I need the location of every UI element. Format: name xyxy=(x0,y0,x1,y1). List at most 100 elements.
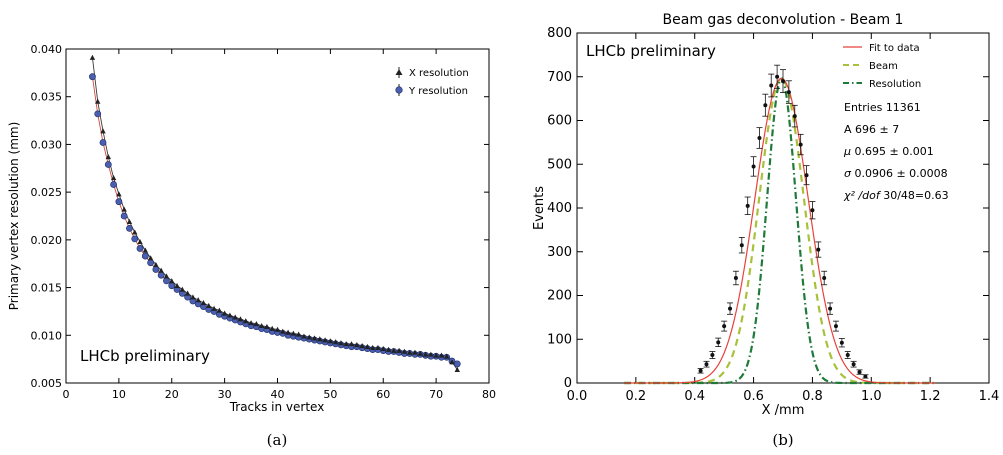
x-resolution-point xyxy=(227,312,233,318)
x-resolution-point xyxy=(322,337,328,343)
x-resolution-point xyxy=(116,191,122,197)
data-point xyxy=(704,362,709,367)
legend-beam-label: Beam xyxy=(869,61,898,72)
data-point xyxy=(857,370,862,375)
x-resolution-point xyxy=(179,286,186,292)
x-resolution-point xyxy=(422,351,429,357)
panel-a-x-tick-label: 0 xyxy=(63,388,70,401)
panel-a-x-tick-label: 10 xyxy=(112,388,126,401)
x-resolution-point xyxy=(258,322,265,329)
y-resolution-point xyxy=(126,225,133,232)
x-resolution-point xyxy=(184,290,191,296)
data-point xyxy=(751,164,756,169)
x-resolution-point xyxy=(274,326,281,332)
data-point xyxy=(775,74,780,79)
x-resolution-point xyxy=(433,352,439,358)
x-resolution-point xyxy=(264,323,270,329)
y-resolution-point xyxy=(104,161,112,168)
data-point xyxy=(781,79,785,84)
panel-b-y-tick-label: 100 xyxy=(547,332,572,347)
data-point xyxy=(786,90,791,95)
panel-a-y-axis-label: Primary vertex resolution (mm) xyxy=(7,122,21,311)
data-point xyxy=(733,276,738,280)
stat-mean: μ 0.695 ± 0.001 xyxy=(843,145,934,158)
data-point xyxy=(833,324,838,329)
stat-chi2-value: 30/48=0.63 xyxy=(883,189,948,202)
panel-b-caption: (b) xyxy=(772,431,793,449)
panel-a-y-tick-label: 0.005 xyxy=(31,377,63,390)
panel-b-x-tick-label: 1.2 xyxy=(920,389,941,404)
x-resolution-point xyxy=(221,310,228,316)
x-resolution-point xyxy=(417,350,423,356)
panel-a-x-tick-label: 50 xyxy=(323,388,337,401)
x-resolution-point xyxy=(105,154,111,160)
x-resolution-point xyxy=(110,175,117,181)
data-point xyxy=(792,114,797,119)
panel-b-y-tick-label: 700 xyxy=(547,70,572,85)
stat-entries: Entries 11361 xyxy=(844,101,921,114)
panel-a-x-tick-label: 70 xyxy=(429,388,443,401)
y-resolution-point xyxy=(99,139,107,146)
stat-chi2-label: χ² /dof xyxy=(843,189,882,202)
panel-b-x-axis-label: X /mm xyxy=(762,403,805,418)
y-resolution-point xyxy=(136,245,144,252)
x-resolution-point xyxy=(306,334,312,340)
y-resolution-point xyxy=(157,271,165,279)
x-resolution-point xyxy=(327,338,334,344)
panel-b-title: Beam gas deconvolution - Beam 1 xyxy=(663,12,904,28)
data-point xyxy=(816,247,821,252)
panel-a-y-ticks: 0.005 0.010 0.015 0.020 0.025 0.030 0.035 0.040 xyxy=(31,43,489,390)
data-point xyxy=(763,103,768,108)
panel-b-y-axis-label: Events xyxy=(532,186,547,230)
data-point xyxy=(757,136,762,140)
panel-b-y-tick-label: 300 xyxy=(547,245,572,260)
y-resolution-point xyxy=(152,266,160,273)
x-resolution-point xyxy=(269,325,275,331)
stat-sigma-label: σ xyxy=(844,167,852,180)
stat-chi2: χ² /dof 30/48=0.63 xyxy=(843,189,949,202)
panel-a-caption: (a) xyxy=(267,431,288,449)
x-resolution-point xyxy=(121,206,127,212)
x-resolution-point xyxy=(454,366,460,372)
y-resolution-point xyxy=(94,110,102,118)
x-resolution-point xyxy=(375,344,381,350)
x-resolution-point xyxy=(444,353,450,359)
data-point xyxy=(839,340,844,345)
stat-amplitude-value: 696 ± 7 xyxy=(855,123,899,136)
data-point xyxy=(798,142,803,147)
x-resolution-point xyxy=(311,335,318,341)
x-resolution-point xyxy=(396,347,402,353)
y-resolution-point xyxy=(110,181,117,188)
stat-entries-value: 11361 xyxy=(886,101,921,114)
panel-b-annotation: LHCb preliminary xyxy=(586,42,716,60)
x-resolution-point xyxy=(380,345,386,351)
x-resolution-point xyxy=(248,320,254,326)
x-resolution-point xyxy=(348,341,355,347)
y-resolution-point xyxy=(168,282,176,290)
y-resolution-point xyxy=(163,277,170,285)
data-point xyxy=(728,306,733,311)
panel-a-x-tick-label: 40 xyxy=(271,388,285,401)
panel-a-x-ticks: 0 10 20 30 40 50 60 70 80 xyxy=(63,49,496,401)
x-resolution-point xyxy=(200,300,207,306)
x-resolution-point xyxy=(406,349,413,355)
data-point xyxy=(716,340,721,345)
panel-b-y-tick-label: 200 xyxy=(547,289,572,304)
y-resolution-point xyxy=(141,252,149,260)
x-resolution-point xyxy=(216,307,223,313)
panel-a-y-tick-label: 0.035 xyxy=(31,91,63,104)
data-point xyxy=(822,276,827,280)
x-resolution-point xyxy=(401,348,408,354)
legend-x-resolution-marker xyxy=(395,67,403,78)
panel-a-y-tick-label: 0.010 xyxy=(31,329,63,342)
panel-a-y-tick-label: 0.025 xyxy=(31,186,63,199)
panel-a-annotation: LHCb preliminary xyxy=(80,347,210,365)
panel-b-y-tick-label: 0 xyxy=(564,376,572,391)
x-resolution-point xyxy=(290,330,297,336)
y-resolution-point xyxy=(89,73,96,81)
legend-resolution-label: Resolution xyxy=(869,79,921,90)
stat-mean-label: μ xyxy=(843,145,851,158)
panel-b-x-tick-label: 0.6 xyxy=(743,389,764,404)
x-resolution-point xyxy=(285,329,291,335)
